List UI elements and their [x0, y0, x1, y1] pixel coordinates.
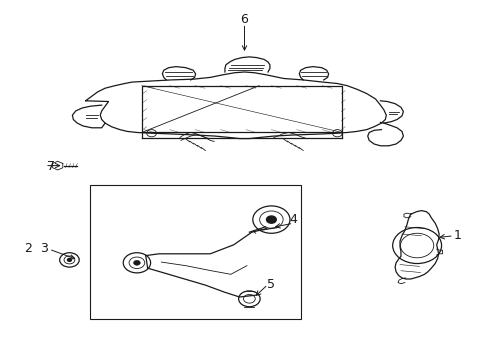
Circle shape [67, 258, 71, 261]
Bar [90, 185, 300, 319]
Circle shape [123, 253, 150, 273]
Circle shape [133, 260, 140, 265]
Text: 2: 2 [24, 242, 32, 255]
Text: 7: 7 [47, 160, 55, 173]
Circle shape [392, 228, 441, 264]
Circle shape [60, 253, 79, 267]
Text: 6: 6 [240, 13, 248, 26]
Text: 4: 4 [289, 213, 297, 226]
Circle shape [266, 216, 276, 223]
Circle shape [238, 291, 260, 307]
Text: 1: 1 [452, 229, 460, 242]
Circle shape [252, 206, 289, 233]
Text: 3: 3 [40, 242, 48, 255]
Text: 5: 5 [267, 278, 275, 291]
